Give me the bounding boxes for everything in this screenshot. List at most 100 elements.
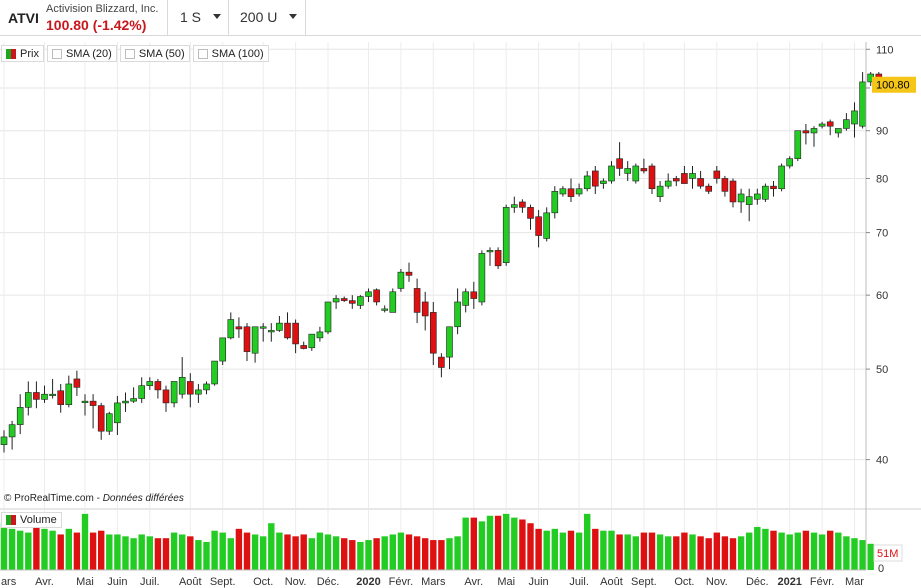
candle-body — [373, 289, 380, 303]
volume-bar — [33, 525, 40, 570]
candle-body — [381, 308, 389, 311]
volume-bar — [802, 530, 810, 570]
candle-body — [689, 173, 696, 179]
candle-body — [600, 180, 607, 184]
candle-body — [389, 291, 397, 313]
volume-bar — [551, 528, 558, 570]
volume-bar — [470, 517, 477, 570]
volume-bar — [794, 532, 801, 570]
axes: 110100908070605040100.8051M0MarsAvr.MaiJ… — [0, 42, 916, 588]
candle-body — [138, 385, 145, 399]
x-tick-label: Mars — [0, 576, 17, 588]
credit-source: © ProRealTime.com — [4, 493, 94, 504]
volume-bar — [260, 536, 267, 570]
candle-body — [348, 300, 356, 304]
x-tick-label: 2020 — [356, 576, 380, 588]
last-price-label: 100.80 — [876, 80, 910, 92]
volume-bar — [422, 538, 429, 570]
candle-body — [834, 128, 842, 134]
candle-body — [429, 312, 437, 354]
candle-body — [632, 165, 640, 182]
candle-body — [859, 81, 866, 127]
x-tick-label: Juin — [107, 576, 127, 588]
volume-bar — [332, 536, 340, 570]
volume-bar — [413, 536, 421, 570]
volume-bar — [154, 538, 162, 570]
x-tick-label: Oct. — [674, 576, 694, 588]
x-tick-label: 2021 — [777, 576, 801, 588]
volume-bar — [478, 521, 486, 570]
x-tick-label: Août — [179, 576, 202, 588]
candle-body — [178, 376, 186, 395]
legend-volume-toggle[interactable]: Volume — [1, 512, 62, 528]
company-name: Activision Blizzard, Inc. — [46, 3, 159, 15]
legend-sma100-toggle[interactable]: SMA (100) — [192, 45, 269, 62]
volume-bar — [616, 534, 623, 570]
legend-volume-label: Volume — [20, 514, 57, 526]
candle-body — [16, 407, 24, 425]
volume-bar — [810, 532, 818, 570]
x-tick-label: Avr. — [464, 576, 483, 588]
candle-body — [583, 175, 591, 190]
volume-bar — [851, 538, 858, 570]
candle-body — [187, 381, 194, 395]
volume-bar — [713, 532, 720, 570]
y-tick-label: 70 — [876, 228, 888, 240]
checkbox-icon — [51, 48, 62, 59]
x-tick-label: Mai — [497, 576, 515, 588]
volume-bar — [211, 530, 218, 570]
candle-body — [656, 185, 664, 197]
candle-body — [308, 333, 316, 349]
candle-body — [0, 436, 8, 445]
toolbar-divider — [228, 0, 229, 36]
candle-body — [162, 389, 170, 404]
volume-bar — [81, 513, 89, 570]
candle-body — [97, 405, 105, 432]
volume-bar — [73, 532, 81, 570]
x-tick-label: Juil. — [140, 576, 160, 588]
indicator-legend: Prix SMA (20) SMA (50) SMA (100) — [1, 45, 269, 62]
volume-bar — [867, 543, 874, 570]
candle-body — [810, 128, 818, 134]
volume-bar — [17, 530, 24, 570]
x-tick-label: Sept. — [631, 576, 657, 588]
volume-bar — [170, 532, 178, 570]
x-tick-label: Nov. — [285, 576, 307, 588]
volume-bar — [494, 515, 502, 570]
volume-bar — [584, 513, 591, 570]
bars-count-dropdown[interactable]: 200 U — [240, 9, 298, 25]
period-dropdown[interactable]: 1 S — [180, 9, 222, 25]
x-tick-label: Déc. — [317, 576, 340, 588]
volume-bar — [689, 534, 696, 570]
candle-body — [535, 216, 542, 236]
volume-bar — [608, 530, 615, 570]
y-tick-label: 80 — [876, 173, 888, 185]
price-swatch-icon — [6, 48, 16, 59]
volume-max-badge — [873, 544, 903, 562]
candle-body — [502, 207, 510, 263]
x-tick-label: Juin — [529, 576, 549, 588]
candle-body — [648, 165, 656, 190]
volume-bar — [316, 532, 324, 570]
volume-bar — [341, 538, 348, 570]
volume-bar — [446, 538, 453, 570]
volume-bar — [179, 534, 186, 570]
chevron-down-icon — [213, 13, 222, 19]
candle-body — [470, 291, 478, 299]
volume-bar — [405, 534, 413, 570]
candle-body — [802, 130, 810, 134]
legend-price-toggle[interactable]: Prix — [1, 45, 44, 62]
legend-sma20-toggle[interactable]: SMA (20) — [46, 45, 117, 62]
volume-bar — [219, 532, 226, 570]
candle-body — [195, 389, 202, 395]
volume-bar — [430, 540, 437, 570]
candle-body — [340, 298, 348, 301]
candle-body — [106, 413, 113, 432]
candle-body — [324, 301, 332, 333]
legend-sma50-toggle[interactable]: SMA (50) — [119, 45, 190, 62]
candle-body — [737, 193, 745, 203]
last-price-badge — [872, 76, 916, 93]
volume-bar — [308, 538, 315, 570]
volume-bar — [592, 528, 599, 570]
candle-body — [664, 180, 672, 187]
